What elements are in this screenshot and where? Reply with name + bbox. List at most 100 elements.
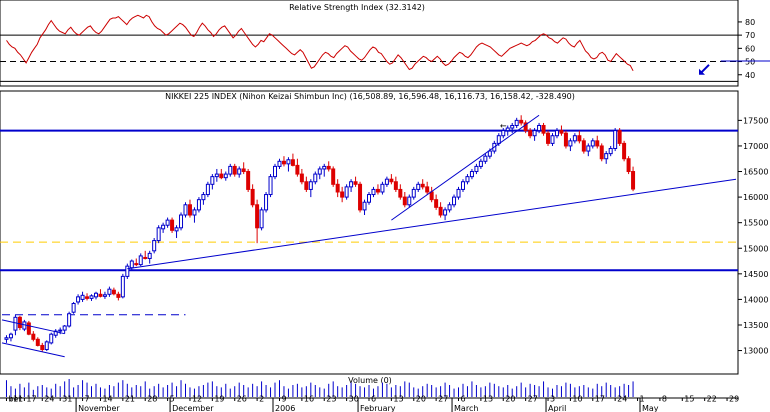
- x-month-label: March: [454, 404, 478, 412]
- candle-body: [358, 183, 363, 211]
- candle-body: [40, 344, 45, 351]
- candle-body: [434, 199, 439, 208]
- candle-body: [49, 333, 54, 344]
- candle-body: [335, 183, 340, 193]
- candle-body: [487, 150, 492, 157]
- x-day-label: 27: [438, 395, 448, 404]
- rsi-arrow-shaft: [700, 64, 710, 74]
- candle-body: [219, 173, 224, 179]
- candle-body: [93, 292, 98, 298]
- price-y-tick-label: 13000: [743, 347, 768, 356]
- candle-body: [577, 135, 582, 142]
- candle-body: [367, 194, 371, 203]
- candle-body: [416, 183, 421, 190]
- price-panel-frame: [0, 90, 739, 375]
- candle-body: [523, 122, 528, 132]
- candle-body: [322, 165, 327, 170]
- x-day-label: 31: [62, 395, 72, 404]
- x-day-label: 17: [595, 395, 605, 404]
- candle-body: [447, 204, 452, 211]
- x-month-label: 2006: [275, 404, 295, 412]
- x-day-label: 16: [304, 395, 314, 404]
- candle-body: [608, 148, 613, 155]
- candle-body: [626, 158, 631, 173]
- candle-body: [223, 173, 228, 179]
- x-day-label: 24: [617, 395, 627, 404]
- x-day-label: 9: [281, 395, 286, 404]
- candle-body: [371, 188, 376, 196]
- candle-body: [429, 191, 434, 201]
- candle-body: [228, 165, 233, 175]
- rsi-y-tick-label: 60: [745, 44, 755, 53]
- candle-body: [340, 191, 345, 198]
- candle-body: [546, 132, 551, 144]
- candle-body: [250, 188, 255, 206]
- price-y-tick-label: 13500: [743, 321, 768, 330]
- candle-body: [304, 181, 309, 190]
- price-y-tick-label: 16000: [743, 193, 768, 202]
- candle-body: [532, 130, 537, 137]
- price-trendline: [1, 319, 65, 335]
- candle-body: [604, 153, 609, 160]
- candle-body: [438, 206, 443, 216]
- candle-body: [590, 140, 595, 147]
- candle-body: [255, 204, 260, 229]
- x-day-label: ber: [8, 395, 22, 404]
- candle-body: [510, 124, 515, 129]
- candle-body: [31, 333, 36, 340]
- x-day-label: 2: [259, 395, 264, 404]
- candle-body: [550, 135, 555, 144]
- price-y-tick-label: 17000: [743, 142, 768, 151]
- x-day-label: 11: [13, 395, 23, 404]
- candle-body: [528, 130, 533, 137]
- candle-body: [273, 165, 278, 178]
- x-day-label: 20: [505, 395, 515, 404]
- price-y-tick-label: 14500: [743, 270, 768, 279]
- volume-title: Volume (0): [348, 376, 392, 385]
- candle-body: [156, 227, 161, 242]
- candle-body: [393, 181, 398, 190]
- price-y-tick-label: 14000: [743, 295, 768, 304]
- candle-body: [192, 209, 197, 216]
- candle-body: [183, 204, 188, 216]
- volume-bars: [5, 379, 634, 397]
- candle-body: [631, 171, 636, 190]
- candle-body: [541, 124, 546, 134]
- candle-body: [138, 255, 143, 266]
- x-day-label: 1: [640, 395, 645, 404]
- candle-body: [196, 199, 201, 211]
- candle-body: [102, 294, 107, 297]
- candle-body: [402, 196, 407, 206]
- candle-body: [147, 252, 152, 259]
- x-day-label: 30: [349, 395, 359, 404]
- candle-body: [595, 140, 600, 147]
- candle-body: [174, 227, 179, 232]
- candle-body: [286, 159, 291, 165]
- rsi-y-tick-label: 70: [745, 31, 755, 40]
- candle-body: [353, 181, 358, 185]
- candle-body: [389, 178, 394, 183]
- candle-body: [98, 293, 103, 297]
- candle-body: [362, 201, 367, 211]
- candle-body: [76, 296, 81, 303]
- candle-body: [317, 168, 322, 175]
- candle-body: [349, 181, 354, 188]
- candle-body: [62, 325, 67, 331]
- candle-body: [58, 329, 63, 332]
- candle-body: [313, 173, 318, 183]
- x-day-label: 29: [729, 395, 739, 404]
- candle-body: [268, 176, 273, 196]
- candle-body: [165, 219, 170, 226]
- x-day-label: 24: [44, 395, 54, 404]
- candle-body: [13, 316, 18, 331]
- candle-body: [241, 168, 246, 173]
- x-month-label: May: [642, 404, 659, 412]
- rsi-arrow-head: [699, 68, 705, 75]
- candle-body: [326, 165, 331, 170]
- x-day-label: 23: [326, 395, 336, 404]
- candle-body: [380, 183, 385, 193]
- candle-body: [501, 130, 506, 137]
- x-month-label: November: [78, 404, 120, 412]
- candle-body: [161, 224, 166, 230]
